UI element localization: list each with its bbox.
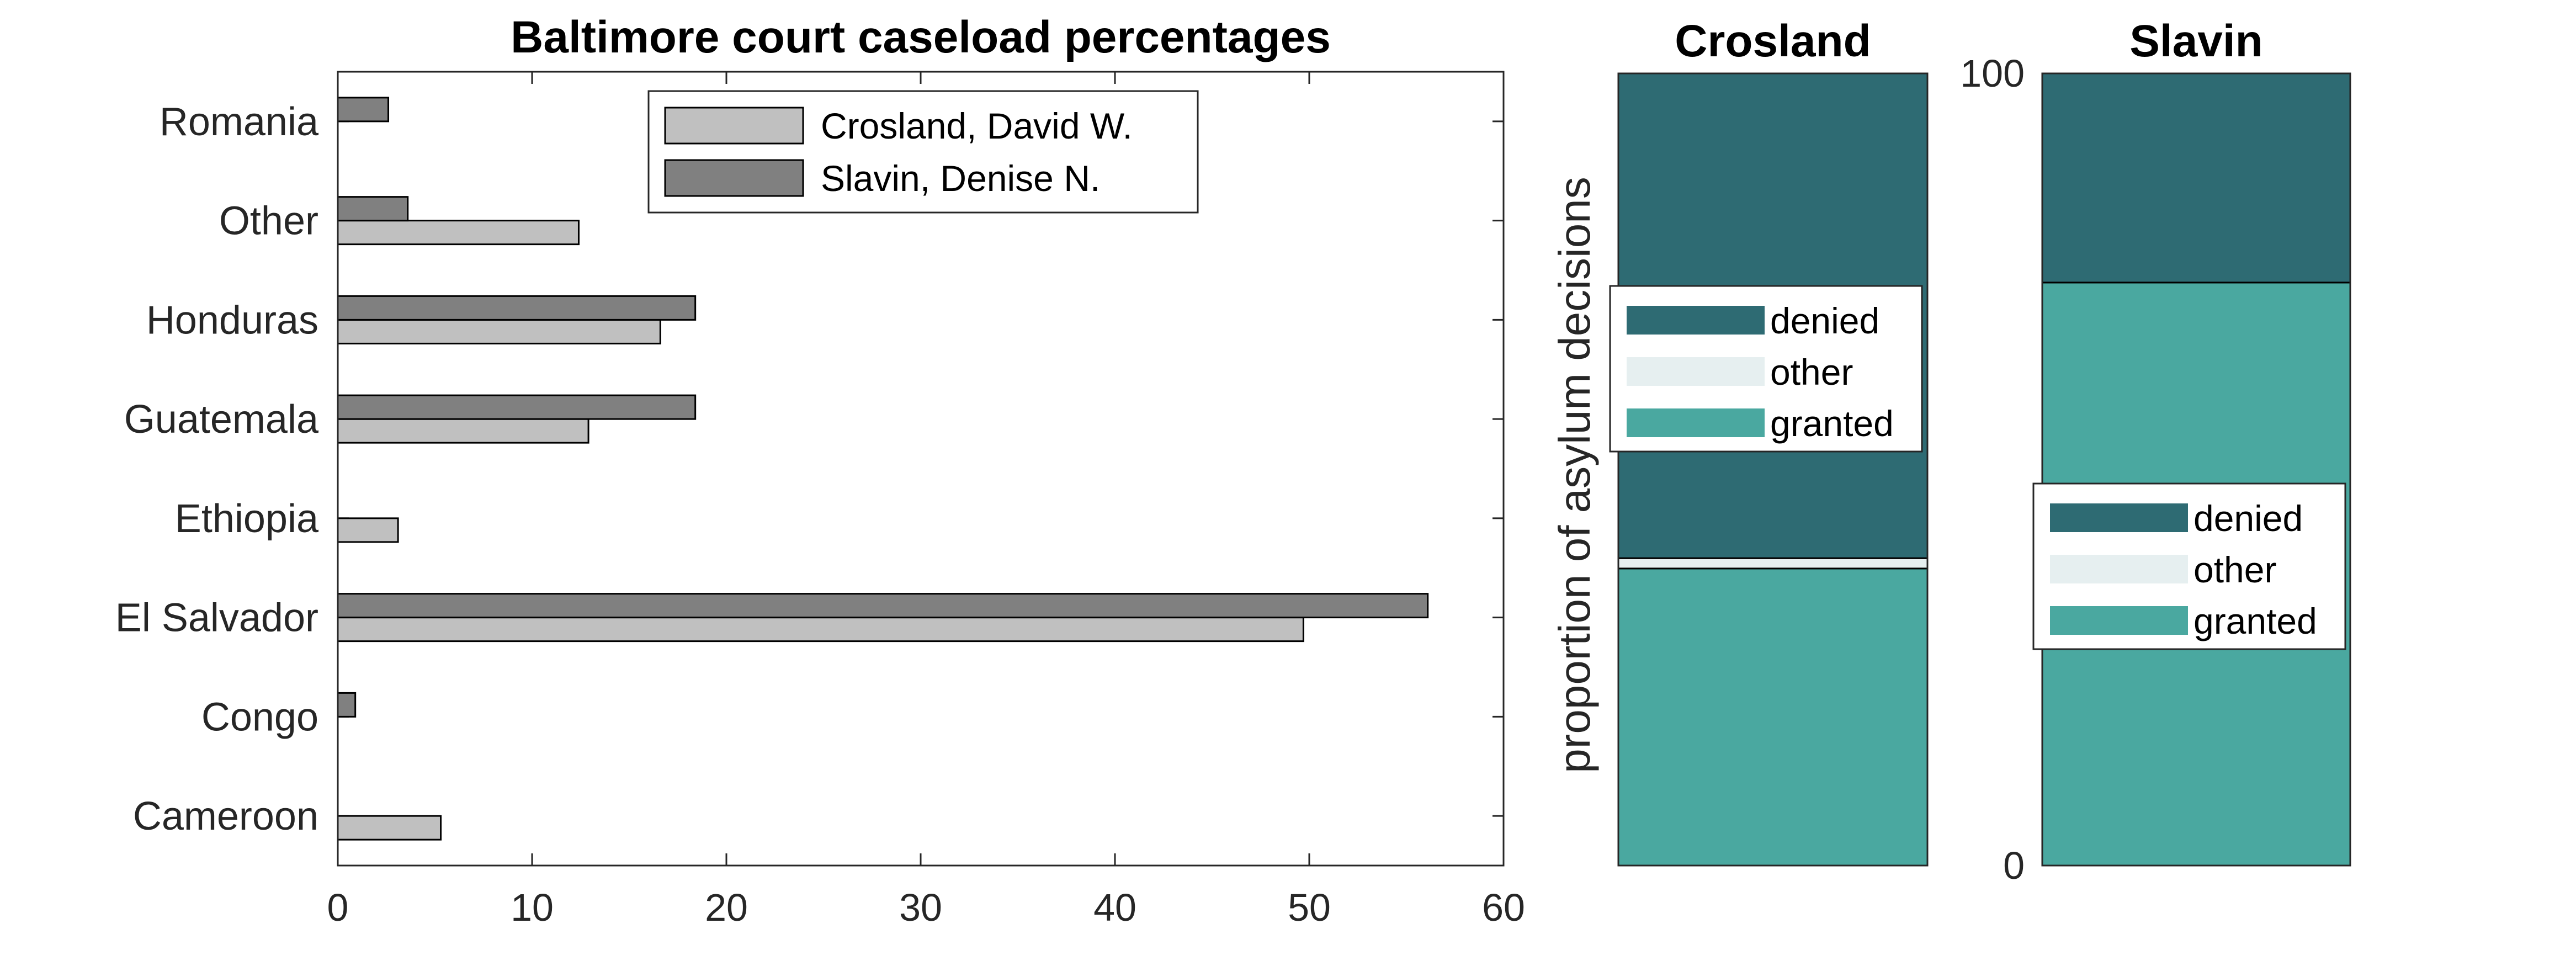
bar-slavin xyxy=(337,593,1429,619)
x-tick-label: 0 xyxy=(327,886,349,929)
chart-title: Baltimore court caseload percentages xyxy=(511,12,1331,62)
axes-box-1 xyxy=(337,71,1505,867)
stack-legend-label: granted xyxy=(1770,403,1894,444)
bar-slavin xyxy=(337,692,357,718)
stack-segment-other xyxy=(1617,557,1929,570)
panel-title: Crosland xyxy=(1675,16,1871,66)
legend-swatch xyxy=(664,159,804,197)
x-tick-label: 50 xyxy=(1288,886,1331,929)
x-tick-label: 20 xyxy=(705,886,748,929)
y-tick-label: 100 xyxy=(1960,52,2025,95)
category-label: Romania xyxy=(160,100,319,144)
x-tick-label: 10 xyxy=(511,886,554,929)
category-label: Congo xyxy=(201,695,318,739)
bar-slavin xyxy=(337,97,390,123)
stack-legend-swatch xyxy=(1627,357,1765,386)
y-tick-label: 0 xyxy=(2003,844,2025,887)
stack-legend-label: other xyxy=(2193,549,2276,590)
bar-slavin xyxy=(337,394,697,420)
legend-label: Slavin, Denise N. xyxy=(821,158,1100,199)
axes-box-crosland xyxy=(1617,72,1929,867)
y-axis-label: proportion of asylum decisions xyxy=(1550,177,1599,773)
bar-slavin xyxy=(337,295,697,321)
stack-legend-swatch xyxy=(1627,306,1765,335)
x-tick-label: 40 xyxy=(1093,886,1136,929)
stack-legend-swatch xyxy=(1627,408,1765,437)
panel-title: Slavin xyxy=(2129,16,2263,66)
stack-legend-label: other xyxy=(1770,352,1853,392)
stack-legend-label: denied xyxy=(2193,498,2303,539)
stack-legend-label: granted xyxy=(2193,601,2317,641)
stack-segment-granted xyxy=(1617,567,1929,867)
stack-legend-swatch xyxy=(2050,555,2188,583)
bar-crosland xyxy=(337,319,661,344)
bar-crosland xyxy=(337,617,1304,643)
stack-segment-denied xyxy=(2041,72,2351,284)
stack-legend-swatch xyxy=(2050,606,2188,635)
x-tick-label: 30 xyxy=(899,886,942,929)
category-label: Cameroon xyxy=(133,794,318,838)
category-label: Honduras xyxy=(146,298,318,342)
stack-legend-swatch xyxy=(2050,503,2188,532)
legend-swatch xyxy=(664,107,804,145)
bar-crosland xyxy=(337,517,399,543)
bar-crosland xyxy=(337,418,589,444)
bar-crosland xyxy=(337,815,442,841)
x-tick-label: 60 xyxy=(1482,886,1525,929)
bar-crosland xyxy=(337,220,580,246)
category-label: Ethiopia xyxy=(175,497,319,541)
category-label: El Salvador xyxy=(115,596,318,640)
legend-label: Crosland, David W. xyxy=(821,105,1133,146)
axes-box-slavin xyxy=(2041,72,2351,867)
category-label: Guatemala xyxy=(124,397,319,442)
category-label: Other xyxy=(219,199,318,243)
stack-legend-label: denied xyxy=(1770,300,1879,341)
bar-slavin xyxy=(337,196,409,222)
